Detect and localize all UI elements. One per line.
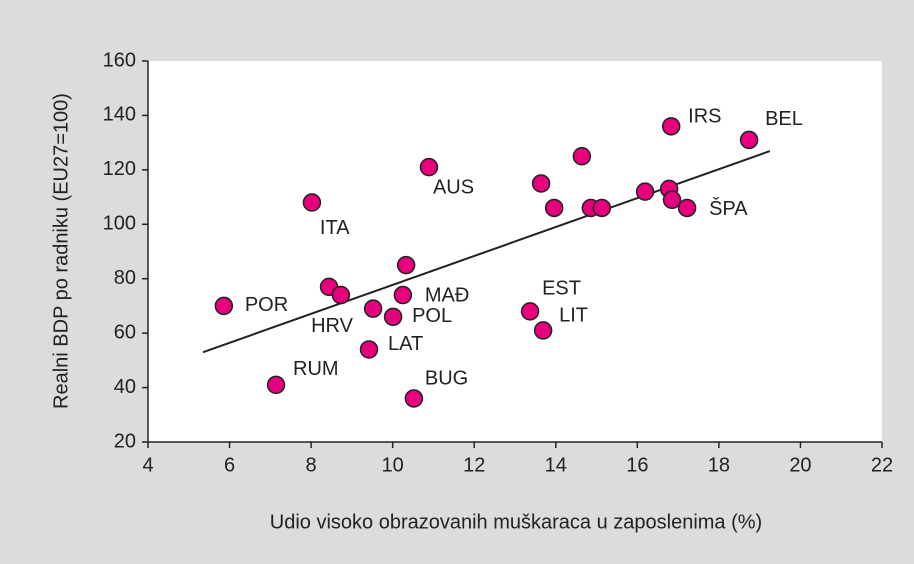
y-tick-label: 100: [103, 213, 136, 235]
point-label: BUG: [425, 368, 468, 390]
point: [677, 198, 697, 218]
point-label: POL: [412, 305, 452, 327]
x-tick-label: 16: [626, 454, 648, 476]
y-tick-label: 120: [103, 158, 136, 180]
point-label: EST: [542, 278, 581, 300]
point: [393, 285, 413, 305]
point-label: ITA: [320, 217, 350, 239]
x-tick-label: 10: [382, 454, 404, 476]
y-tick-label: 60: [114, 321, 136, 343]
point: [531, 174, 551, 193]
y-axis-label: Realni BDP po radniku (EU27=100): [50, 93, 72, 409]
x-tick-label: 20: [789, 454, 811, 476]
point-label: BEL: [765, 108, 803, 130]
point: [661, 117, 681, 136]
x-axis-label: Udio visoko obrazovanih muškaraca u zapo…: [270, 511, 762, 533]
x-tick-label: 8: [306, 454, 317, 476]
point: [662, 190, 682, 210]
point: [266, 375, 286, 395]
y-tick-label: 80: [114, 267, 136, 289]
point: [331, 285, 351, 305]
x-tick-label: 12: [463, 454, 485, 476]
point: [533, 321, 553, 340]
x-tick-label: 6: [224, 454, 235, 476]
point-label: POR: [245, 294, 288, 316]
point: [302, 193, 322, 212]
point: [396, 255, 416, 275]
y-tick-label: 40: [114, 376, 136, 398]
y-tick-label: 140: [103, 104, 136, 126]
point: [404, 389, 424, 408]
point-label: ŠPA: [709, 197, 748, 220]
point: [572, 147, 592, 166]
x-tick-label: 14: [545, 454, 567, 476]
point-label: IRS: [688, 106, 721, 128]
y-tick-label: 160: [103, 49, 136, 71]
x-tick-label: 18: [708, 454, 730, 476]
point: [419, 157, 439, 177]
point: [592, 198, 612, 218]
point: [214, 296, 234, 316]
point-label: AUS: [433, 176, 474, 198]
y-tick-label: 20: [114, 430, 136, 452]
point-label: HRV: [311, 315, 354, 337]
point: [520, 302, 540, 321]
point: [363, 299, 383, 318]
point-label: LAT: [388, 333, 423, 355]
point-label: MAĐ: [425, 284, 469, 306]
point: [359, 340, 379, 359]
point: [544, 198, 564, 218]
x-tick-label: 22: [871, 454, 893, 476]
point: [383, 307, 403, 327]
x-tick-label: 4: [142, 454, 153, 476]
point-label: LIT: [559, 305, 588, 327]
point: [739, 130, 759, 150]
point: [635, 182, 655, 201]
point-label: RUM: [293, 358, 339, 380]
